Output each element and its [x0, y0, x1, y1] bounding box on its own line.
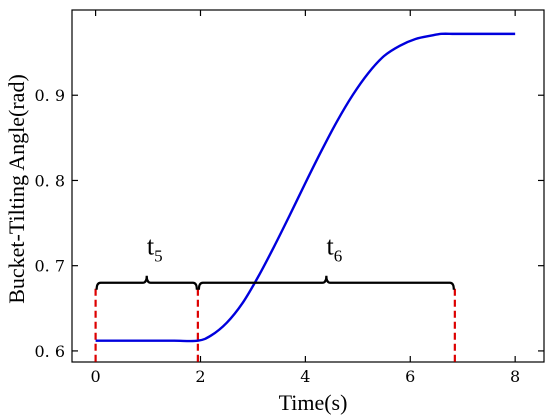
data-series: [95, 32, 516, 343]
y-tick-label: 0. 6: [34, 342, 65, 361]
x-tick-label: 8: [510, 367, 520, 386]
x-tick-label: 6: [405, 367, 415, 386]
x-axis-label: Time(s): [279, 390, 348, 415]
x-tick-label: 2: [195, 367, 205, 386]
chart-labels: Time(s) Bucket-Tilting Angle(rad): [4, 74, 347, 415]
y-tick-label: 0. 7: [34, 257, 65, 276]
interval-brace: [197, 275, 455, 290]
interval-brace: [95, 275, 198, 290]
x-tick-label: 0: [91, 367, 101, 386]
x-tick-label: 4: [300, 367, 310, 386]
y-tick-label: 0. 8: [34, 171, 65, 190]
series-line: [95, 32, 516, 343]
axes: 0 2 4 6 8 0. 6 0. 7 0. 8 0. 9: [34, 9, 545, 386]
interval-label: t6: [326, 232, 342, 266]
y-tick-label: 0. 9: [34, 86, 65, 105]
plot-frame: [71, 9, 545, 363]
interval-braces: t5 t6: [95, 232, 455, 290]
interval-label: t5: [147, 232, 163, 266]
y-axis-label: Bucket-Tilting Angle(rad): [4, 74, 29, 304]
interval-markers: [94, 288, 456, 362]
